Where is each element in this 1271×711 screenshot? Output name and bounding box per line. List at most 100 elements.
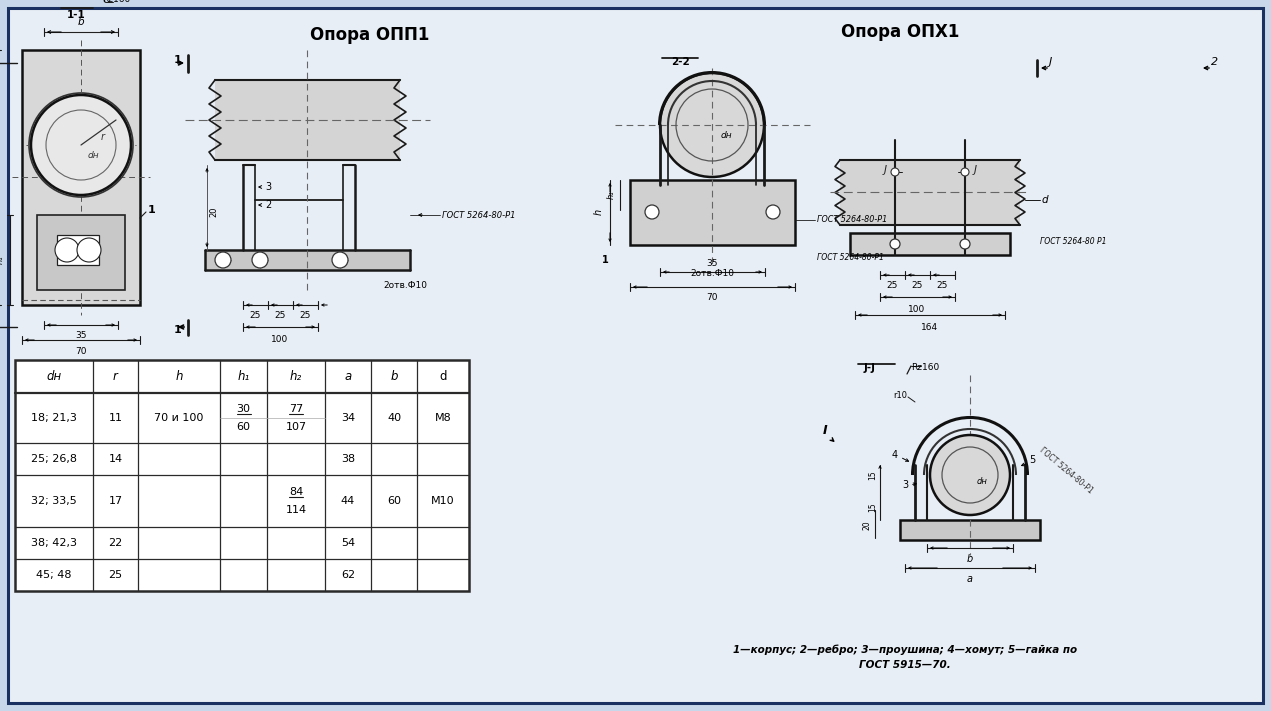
Text: 1: 1 (601, 255, 609, 265)
Circle shape (644, 205, 658, 219)
Text: 2отв.Ф10: 2отв.Ф10 (690, 269, 733, 277)
Text: ГОСТ 5264-80-Р1: ГОСТ 5264-80-Р1 (442, 210, 516, 220)
Text: 25: 25 (937, 281, 948, 289)
Text: dн: dн (88, 151, 99, 159)
Bar (57, 235, 99, 265)
Text: 30: 30 (236, 404, 250, 414)
Text: J-J: J-J (864, 363, 876, 373)
Text: 60: 60 (236, 422, 250, 432)
Circle shape (78, 238, 100, 262)
Text: 32; 33,5: 32; 33,5 (31, 496, 76, 506)
Text: 100: 100 (909, 304, 925, 314)
Text: 44: 44 (341, 496, 355, 506)
Bar (205, 250, 411, 270)
Text: b: b (78, 17, 84, 27)
Text: 1: 1 (147, 205, 156, 215)
Text: r: r (100, 132, 105, 142)
Text: 100: 100 (272, 334, 289, 343)
Text: 114: 114 (286, 506, 306, 515)
Circle shape (890, 239, 900, 249)
Circle shape (891, 168, 899, 176)
Text: h: h (175, 370, 183, 383)
Text: 35: 35 (75, 331, 86, 341)
Bar (900, 520, 1040, 540)
Text: d: d (440, 370, 446, 383)
Bar (850, 233, 1010, 255)
Text: 25: 25 (275, 311, 286, 319)
Text: a: a (344, 370, 352, 383)
Text: 1: 1 (173, 325, 180, 335)
Text: 1: 1 (173, 55, 180, 65)
Text: dн: dн (976, 476, 988, 486)
Text: Rz160: Rz160 (911, 363, 939, 373)
Text: 25: 25 (249, 311, 261, 319)
Text: 5: 5 (1030, 455, 1035, 465)
Text: h₂: h₂ (290, 370, 302, 383)
Bar (37, 215, 125, 290)
Text: 2: 2 (264, 200, 271, 210)
Circle shape (31, 95, 131, 195)
Bar (630, 180, 794, 245)
Text: J: J (974, 165, 976, 175)
Text: 3: 3 (264, 182, 271, 192)
Circle shape (332, 252, 348, 268)
Text: r: r (113, 370, 118, 383)
Text: dн: dн (47, 370, 61, 383)
Text: 38; 42,3: 38; 42,3 (31, 538, 78, 548)
Text: 70: 70 (75, 346, 86, 356)
Text: 60: 60 (386, 496, 400, 506)
Text: ГОСТ 5915—70.: ГОСТ 5915—70. (859, 660, 951, 670)
Text: 11: 11 (108, 413, 122, 423)
Text: h₁: h₁ (0, 256, 5, 264)
Text: 4: 4 (892, 450, 899, 460)
Text: Опора ОПХ1: Опора ОПХ1 (841, 23, 960, 41)
Circle shape (766, 205, 780, 219)
Text: 45; 48: 45; 48 (37, 570, 71, 580)
Text: М8: М8 (435, 413, 451, 423)
Text: ГОСТ 5264-80 Р1: ГОСТ 5264-80 Р1 (1040, 237, 1107, 245)
Text: b: b (967, 554, 974, 564)
Text: 15: 15 (868, 502, 877, 512)
Text: 34: 34 (341, 413, 355, 423)
Text: 25: 25 (299, 311, 310, 319)
Text: 38: 38 (341, 454, 355, 464)
Text: b: b (390, 370, 398, 383)
Bar (215, 80, 400, 160)
Circle shape (215, 252, 231, 268)
Text: J: J (57, 244, 61, 254)
Text: 84: 84 (289, 486, 302, 497)
Text: 20: 20 (210, 207, 219, 218)
Text: 107: 107 (286, 422, 306, 432)
Text: 2-2: 2-2 (671, 57, 689, 67)
Bar (840, 160, 1021, 225)
Text: 18; 21,3: 18; 21,3 (31, 413, 78, 423)
Text: Опора ОПП1: Опора ОПП1 (310, 26, 430, 44)
Text: ГОСТ 5264-80-Р1: ГОСТ 5264-80-Р1 (817, 215, 887, 225)
Text: r10: r10 (894, 390, 907, 400)
Text: 164: 164 (921, 323, 938, 331)
Circle shape (55, 238, 79, 262)
Text: 2: 2 (1211, 57, 1219, 67)
Text: 54: 54 (341, 538, 355, 548)
Circle shape (961, 168, 969, 176)
Text: 62: 62 (341, 570, 355, 580)
Text: 70: 70 (707, 294, 718, 302)
Text: 2отв.Ф10: 2отв.Ф10 (383, 281, 427, 289)
Text: h₁: h₁ (238, 370, 249, 383)
Text: 25: 25 (911, 281, 923, 289)
Text: 1—корпус; 2—ребро; 3—проушина; 4—хомут; 5—гайка по: 1—корпус; 2—ребро; 3—проушина; 4—хомут; … (733, 645, 1077, 656)
Text: 15: 15 (868, 470, 877, 480)
Text: М10: М10 (431, 496, 455, 506)
Text: 22: 22 (108, 538, 122, 548)
Text: 25; 26,8: 25; 26,8 (31, 454, 78, 464)
Text: J: J (883, 165, 886, 175)
Text: a: a (967, 574, 974, 584)
Text: h₁: h₁ (606, 191, 615, 199)
Bar (15, 360, 469, 591)
Text: h: h (594, 209, 604, 215)
Text: 70 и 100: 70 и 100 (154, 413, 203, 423)
Text: 40: 40 (386, 413, 402, 423)
Text: 25: 25 (108, 570, 122, 580)
Circle shape (960, 239, 970, 249)
Text: 1-1: 1-1 (66, 10, 85, 20)
